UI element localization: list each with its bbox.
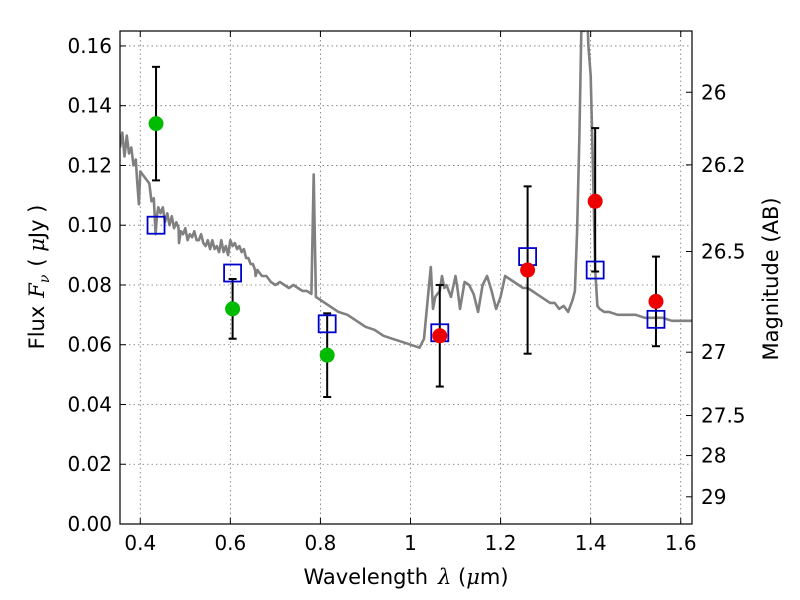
- model-photometry-square: [223, 263, 242, 283]
- model-photometry-square: [146, 215, 166, 235]
- x-tick-label: 1: [404, 531, 417, 555]
- axes-frame: [119, 30, 693, 525]
- x-tick-label: 1.6: [665, 531, 697, 555]
- x-tick-label: 1.4: [575, 531, 607, 555]
- green-data-point: [225, 301, 241, 317]
- data-marks: [146, 65, 666, 399]
- y2-tick-label: 27: [701, 340, 726, 364]
- green-data-point: [319, 347, 335, 363]
- x-tick-label: 0.4: [124, 531, 156, 555]
- y-tick-label: 0.16: [67, 34, 112, 58]
- y-tick-label: 0.00: [67, 512, 112, 536]
- x-tick-label: 0.6: [214, 531, 246, 555]
- red-data-point: [520, 262, 536, 278]
- model-photometry-square: [585, 260, 605, 280]
- model-photometry-square: [317, 314, 337, 334]
- red-data-point: [587, 193, 603, 209]
- red-data-point: [648, 293, 664, 309]
- grid-lines: [120, 31, 692, 525]
- y2-tick-label: 26.2: [701, 153, 746, 177]
- y-tick-label: 0.12: [67, 153, 112, 177]
- x-tick-label: 0.8: [305, 531, 337, 555]
- red-data-point: [432, 328, 448, 344]
- y-tick-label: 0.04: [67, 392, 112, 416]
- y-tick-label: 0.14: [67, 94, 112, 118]
- y2-tick-label: 26.5: [701, 240, 746, 264]
- model-spectrum-line: [120, 31, 692, 349]
- x-tick-label: 1.2: [485, 531, 517, 555]
- y-tick-label: 0.02: [67, 452, 112, 476]
- y2-tick-label: 28: [701, 444, 726, 468]
- y2-tick-label: 26: [701, 80, 726, 104]
- y2-tick-label: 27.5: [701, 404, 746, 428]
- y-tick-label: 0.08: [67, 273, 112, 297]
- green-data-point: [148, 116, 164, 132]
- model-photometry-square: [646, 309, 666, 329]
- x-axis-label: Wavelength λ (μm): [303, 565, 508, 589]
- y-tick-label: 0.06: [67, 333, 112, 357]
- y2-tick-label: 29: [701, 485, 726, 509]
- axis-ticks: 0.4 0.6 0.8 1 1.2 1.4 1.6 0.00 0.02 0.04 0.06 0.08 0…: [67, 31, 746, 555]
- y2-axis-label: Magnitude (AB): [759, 197, 783, 360]
- plot-area: [120, 31, 692, 399]
- y-axis-label: FluxFν( μJy ): [25, 205, 53, 350]
- y-tick-label: 0.10: [67, 213, 112, 237]
